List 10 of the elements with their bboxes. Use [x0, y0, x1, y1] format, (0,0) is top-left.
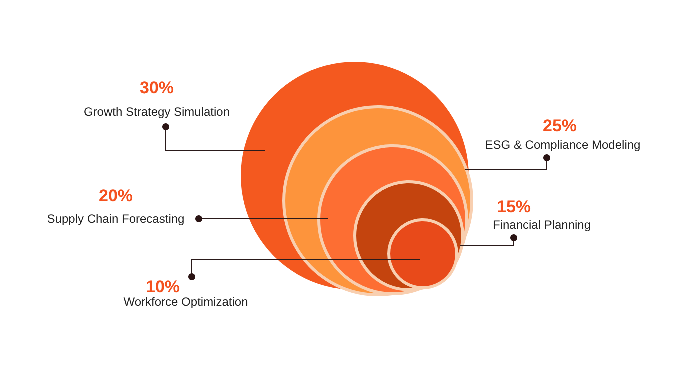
category-label: Growth Strategy Simulation — [84, 105, 230, 119]
data-label: 20% — [98, 186, 134, 206]
category-label: ESG & Compliance Modeling — [485, 138, 641, 152]
category-label: Financial Planning — [492, 218, 592, 232]
category-label: Workforce Optimization — [124, 295, 248, 309]
data-label: 15% — [496, 198, 532, 216]
category-label: Supply Chain Forecasting — [47, 212, 185, 226]
data-label: 10% — [146, 278, 180, 296]
data-label: 25% — [542, 116, 578, 136]
data-label: 30% — [140, 78, 174, 98]
